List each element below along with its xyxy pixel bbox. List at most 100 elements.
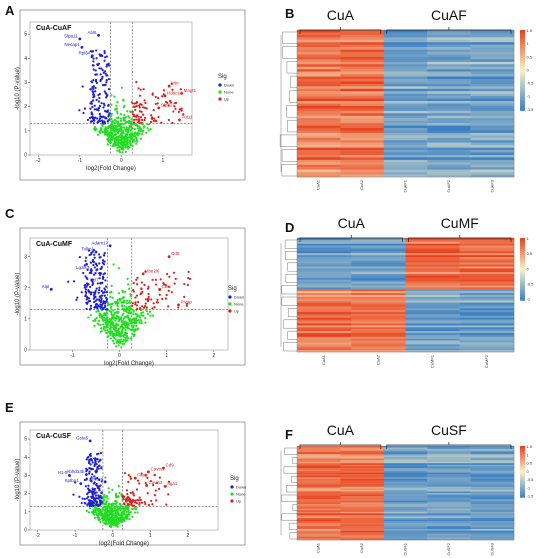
data-point [132,309,135,312]
data-point-down [101,69,104,72]
heatmap-cell [459,289,515,292]
heatmap-cell [297,304,352,307]
data-point-up [144,270,147,273]
heatmap-cell [297,527,341,530]
data-point [94,494,98,497]
gene-label: Rpl34 [79,50,91,55]
heatmap-cell [459,243,515,246]
heatmap-cell [470,460,515,462]
data-point [115,107,118,110]
data-point [108,513,111,516]
gene-label: Necap1 [64,42,80,47]
heatmap-cell [340,56,384,60]
heatmap-cell [351,344,406,347]
heatmap-cell [383,466,428,469]
data-point [126,277,129,280]
data-point [97,519,101,522]
data-point-up [164,100,168,103]
heatmap-cell [470,447,515,450]
heatmap-cell [383,505,428,508]
y-tick-label: 2 [24,491,27,497]
heatmap-cell [297,477,341,480]
data-point [120,128,123,131]
data-point-down [95,73,98,76]
data-point-up [170,101,173,104]
heatmap-cell [297,308,352,311]
data-point [114,505,117,509]
data-point-down [103,90,106,93]
data-point [102,497,105,500]
data-point [144,116,147,120]
heatmap-cell [383,76,428,80]
data-point-up [152,117,156,120]
data-point [125,141,128,145]
data-point-down [100,297,103,300]
data-point-up [167,118,170,122]
heatmap-cell [351,333,406,336]
heatmap-cell [340,482,384,484]
data-point-down [89,304,93,307]
heatmap-cell [297,474,341,476]
heatmap-cell [383,452,428,455]
row-dendrogram [279,31,297,177]
heatmap-cell [340,508,384,511]
legend-label: Up [234,309,240,314]
legend-label: Down [234,295,244,300]
heatmap-cell [383,460,428,462]
data-point-up [140,472,143,475]
heatmap-cell [427,469,471,472]
heatmap-cell [427,519,471,522]
data-point [100,314,103,317]
heatmap-cell [459,304,515,307]
gene-point [89,269,93,273]
column-label: CuA1 [316,542,321,553]
legend-marker [218,90,222,94]
data-point [118,514,121,517]
data-point-up [167,104,170,107]
heatmap-cell [297,340,352,343]
x-tick-label: 1 [149,533,152,539]
heatmap-cell [297,258,352,261]
heatmap-cell [427,39,471,43]
data-point-down [104,305,107,308]
heatmap-cell [383,472,428,475]
column-label: CuA2 [359,179,364,190]
data-point [107,505,110,508]
heatmap-cell [297,293,352,296]
heatmap-cell [340,34,384,38]
heatmap-cell [427,61,471,65]
heatmap-cell [427,108,471,112]
heatmap-cell [459,264,515,267]
heatmap-cell [297,456,341,459]
data-point [135,319,138,322]
heatmap-cell [297,480,341,483]
data-point [140,291,143,294]
heatmap-cell [459,249,515,252]
data-point [134,296,137,299]
data-point-down [91,278,94,281]
data-point-up [173,105,176,108]
heatmap-cell [340,485,384,487]
heatmap-cell [470,529,515,531]
data-point [134,312,137,316]
data-point-down [88,504,91,507]
data-point [131,491,134,494]
data-point-down [96,466,99,469]
gene-label: Hdac1 [167,90,181,95]
data-point [116,130,119,133]
heatmap-cell [405,298,460,301]
data-point [94,129,97,132]
heatmap-cell [427,66,471,70]
heatmap-cell [340,514,384,517]
heatmap-cell [340,128,384,131]
data-point [109,333,112,337]
heatmap-cell [383,154,428,158]
data-point [108,506,111,510]
heatmap-cell [470,110,515,114]
heatmap-cell [383,137,428,141]
data-point-down [92,273,96,276]
data-point [126,515,129,518]
gene-point [145,484,148,487]
data-point [120,305,124,308]
